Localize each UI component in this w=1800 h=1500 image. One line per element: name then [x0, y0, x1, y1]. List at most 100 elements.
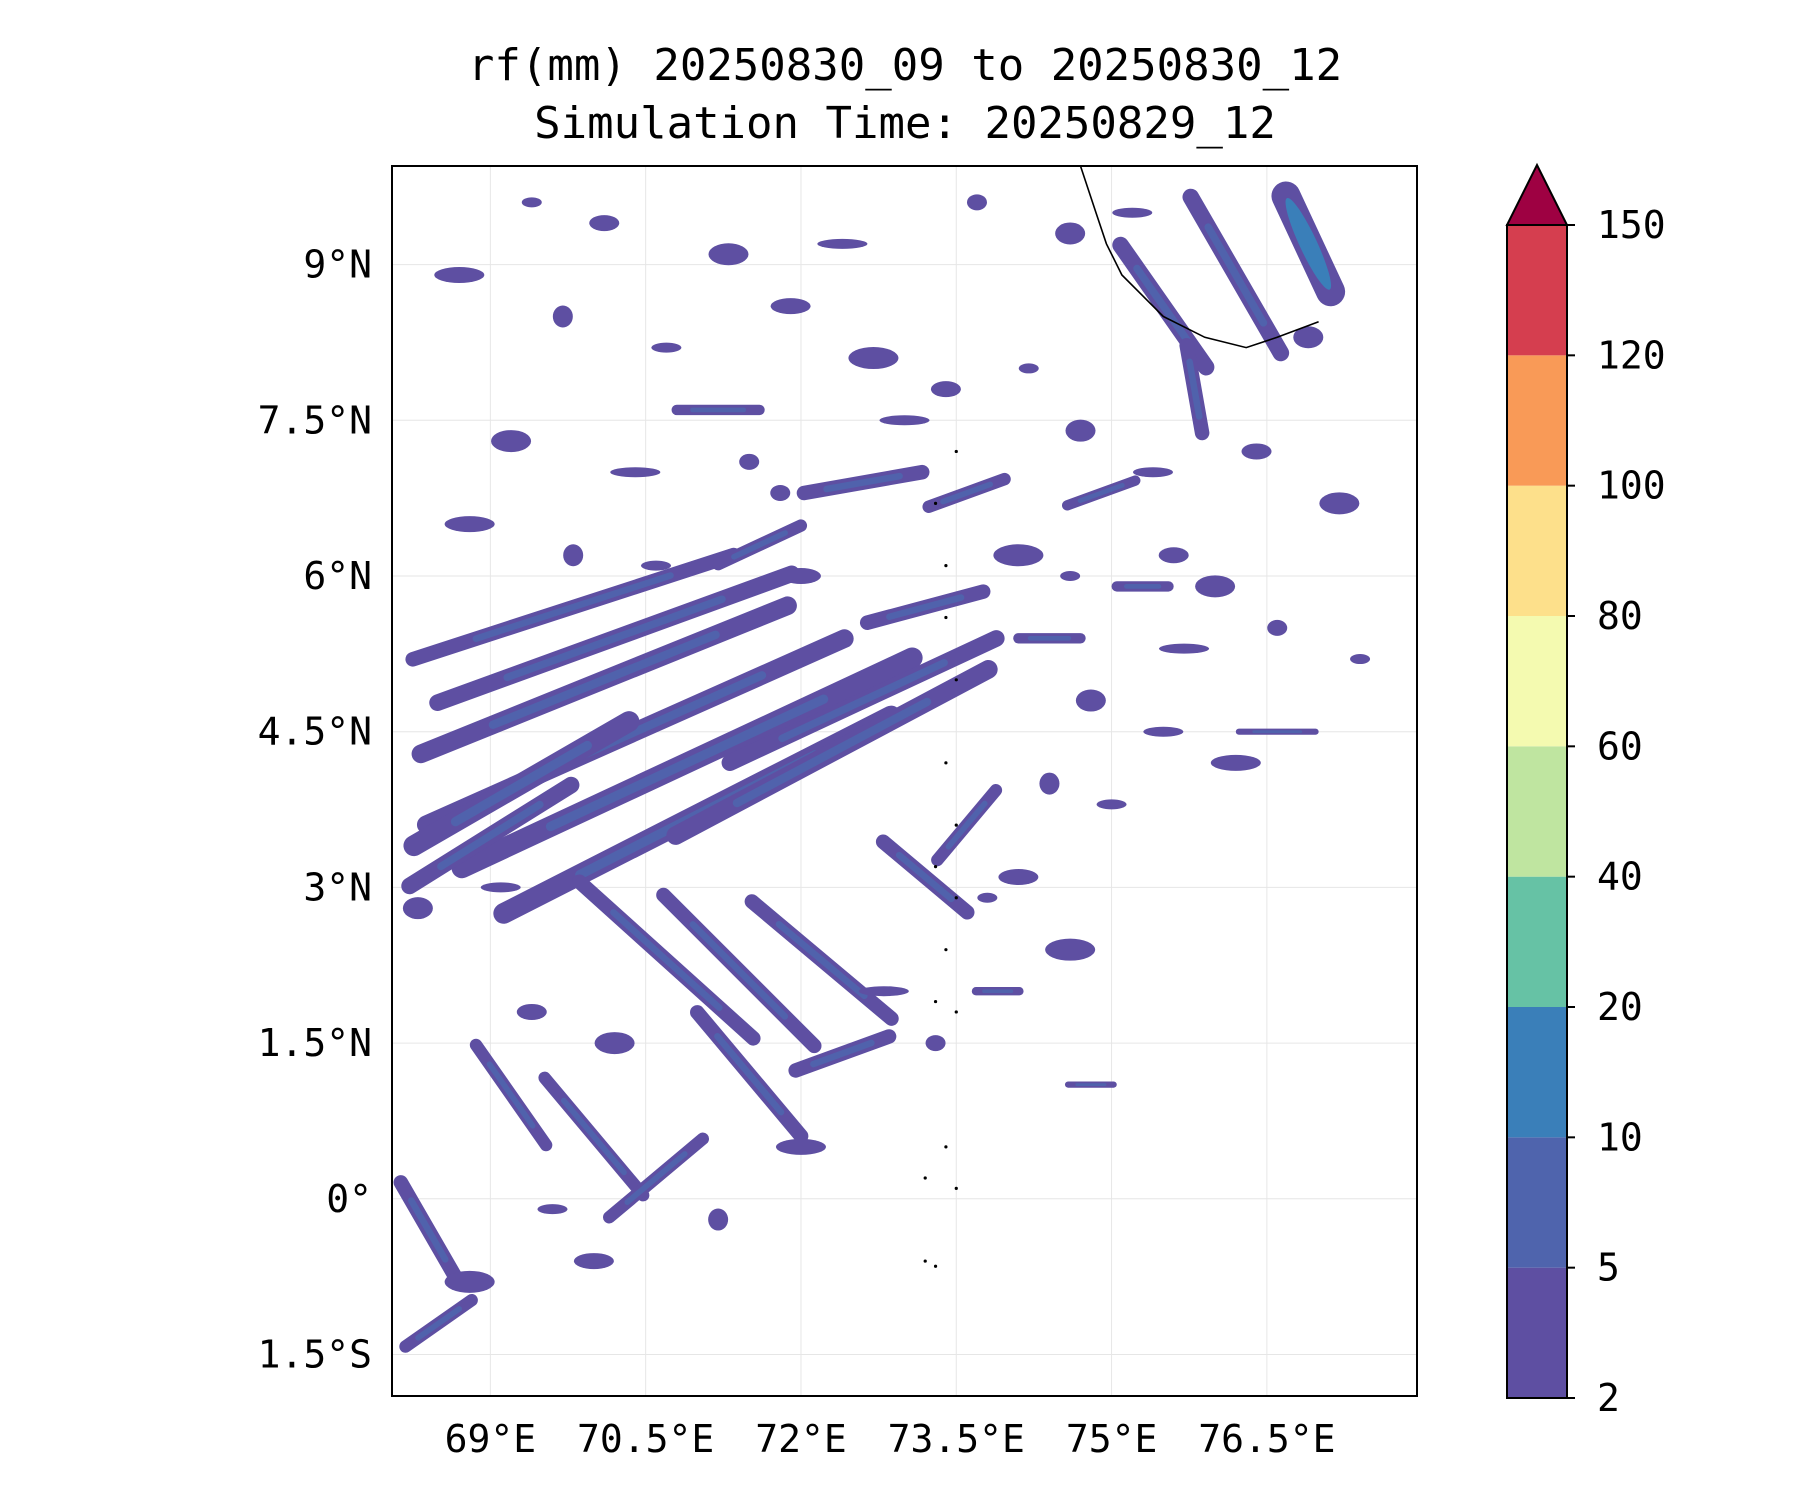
colorbar-segment	[1507, 876, 1567, 1007]
rain-cell	[1018, 363, 1039, 374]
colorbar-tick-label: 80	[1597, 594, 1643, 638]
rain-cell	[1143, 726, 1184, 737]
colorbar-frame	[1506, 224, 1568, 1399]
rain-cell	[1039, 772, 1060, 795]
map-title-line-2: Simulation Time: 20250829_12	[534, 98, 1276, 149]
rain-cell	[930, 381, 961, 398]
rain-band	[1013, 633, 1086, 644]
rain-cell	[775, 1138, 826, 1155]
rain-band	[875, 834, 975, 920]
rain-band	[859, 584, 991, 630]
lat-tick-label: 0°	[326, 1177, 372, 1221]
rain-band	[671, 404, 765, 416]
rain-band	[401, 776, 580, 895]
rain-cell	[552, 305, 573, 328]
lat-tick-label: 3°N	[303, 865, 372, 909]
rain-band	[603, 1132, 710, 1224]
rain-cell	[998, 869, 1039, 886]
rain-band	[1179, 338, 1210, 441]
colorbar-segment	[1507, 355, 1567, 486]
rain-cell	[770, 298, 811, 315]
island-outline	[944, 761, 948, 765]
rain-cell	[402, 897, 433, 920]
rain-cell	[1132, 467, 1173, 478]
rain-cell	[1241, 443, 1272, 460]
rain-cell	[610, 467, 661, 478]
rain-cell	[1158, 547, 1189, 564]
rain-cell	[925, 1035, 946, 1052]
island-outline	[923, 1176, 927, 1180]
island-outline	[954, 449, 958, 454]
rain-cell	[780, 568, 821, 584]
rain-cell	[491, 430, 532, 453]
rain-cell	[1267, 619, 1288, 636]
island-outline	[944, 1145, 948, 1149]
rain-band	[1112, 236, 1215, 376]
rain-band	[796, 464, 930, 501]
colorbar-segment	[1507, 1137, 1567, 1268]
rain-cell	[1075, 689, 1106, 712]
rain-cell	[444, 1270, 495, 1293]
lat-tick-label: 9°N	[303, 243, 372, 287]
rain-band	[744, 894, 899, 1026]
lat-tick-label: 1.5°S	[258, 1332, 372, 1376]
rain-cell	[589, 215, 620, 232]
rain-cell	[1060, 571, 1081, 581]
colorbar-segment	[1507, 485, 1567, 616]
rain-band	[1182, 188, 1290, 362]
rain-cell	[1055, 222, 1086, 245]
rain-band	[393, 1175, 463, 1285]
coastline-layer	[923, 166, 1319, 1268]
rain-cell	[739, 453, 760, 470]
rain-band	[405, 547, 741, 667]
island-outline	[933, 501, 938, 505]
map-frame	[391, 165, 1418, 1397]
island-outline	[933, 1264, 938, 1268]
lon-tick-label: 75°E	[1066, 1417, 1158, 1461]
india-coastline	[1079, 166, 1319, 349]
colorbar-tick-label: 20	[1597, 985, 1643, 1029]
colorbar-tick-label: 150	[1597, 203, 1666, 247]
rain-band	[411, 596, 797, 764]
island-outline	[954, 678, 958, 682]
rain-cell	[708, 243, 749, 266]
colorbar-segment	[1507, 616, 1567, 747]
island-outline	[944, 615, 948, 620]
rain-cell	[770, 484, 791, 501]
rain-band	[469, 1038, 553, 1152]
lon-tick-label: 72°E	[755, 1417, 847, 1461]
rain-cell	[1195, 575, 1236, 598]
rain-cell	[708, 1208, 729, 1231]
rain-cell	[848, 347, 899, 370]
island-outline	[944, 564, 948, 568]
colorbar-segment	[1507, 1007, 1567, 1138]
rain-cell	[651, 342, 682, 353]
lon-tick-label: 76.5°E	[1198, 1417, 1335, 1461]
rain-cell	[1319, 492, 1360, 515]
rain-band	[712, 519, 808, 571]
island-outline	[954, 896, 958, 900]
rain-band	[572, 874, 761, 1046]
colorbar-tick-label: 2	[1597, 1376, 1620, 1420]
rain-cell	[480, 882, 521, 893]
rain-cell	[977, 892, 998, 903]
rain-cell	[1293, 326, 1324, 349]
colorbar-extend-arrow	[1505, 162, 1569, 226]
lat-tick-label: 1.5°N	[258, 1021, 372, 1065]
rain-cell	[521, 197, 542, 208]
rain-cell	[817, 238, 868, 249]
island-outline	[954, 1010, 958, 1014]
colorbar-segment	[1507, 225, 1567, 356]
rainfall-contours	[393, 181, 1371, 1353]
rain-band	[399, 1293, 478, 1353]
colorbar-segment	[1507, 1267, 1567, 1398]
island-outline	[954, 823, 958, 827]
map-title-line-1: rf(mm) 20250830_09 to 20250830_12	[467, 40, 1343, 91]
rain-band	[931, 784, 1003, 867]
colorbar-segment	[1507, 746, 1567, 877]
colorbar-tick-label: 5	[1597, 1246, 1620, 1290]
island-outline	[923, 1259, 927, 1263]
rain-band	[922, 472, 1011, 513]
island-outline	[933, 999, 938, 1004]
